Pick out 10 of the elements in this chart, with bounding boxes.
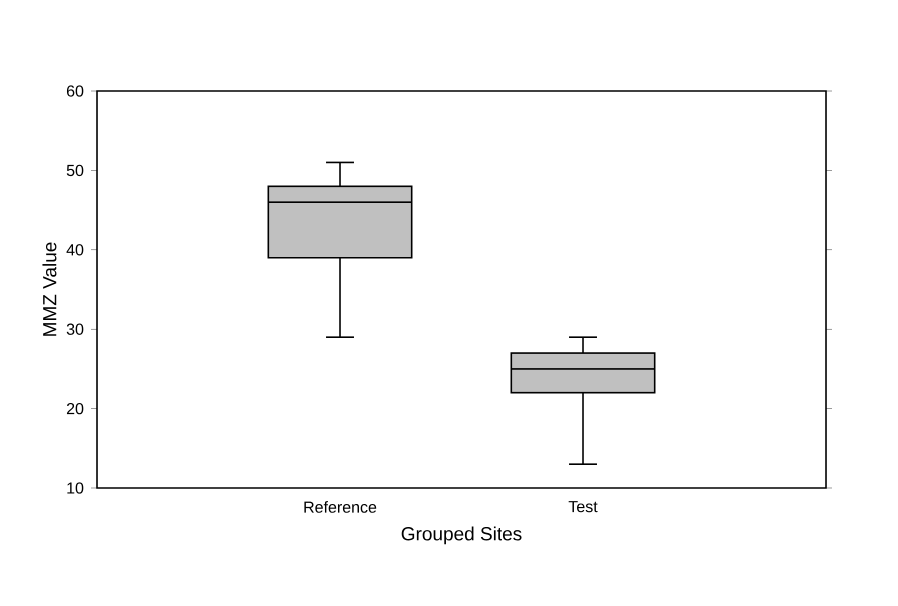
y-axis-title: MMZ Value bbox=[42, 242, 56, 336]
x-tick-label: Test bbox=[568, 501, 598, 512]
x-tick-label: Reference bbox=[304, 501, 376, 513]
x-axis-title: Grouped Sites bbox=[402, 526, 522, 544]
y-tick-label: 10 bbox=[67, 482, 84, 494]
y-tick-label: 30 bbox=[66, 324, 84, 335]
y-tick-label: 40 bbox=[66, 244, 84, 256]
y-tick-label: 50 bbox=[66, 164, 84, 176]
y-tick-label: 20 bbox=[66, 402, 84, 414]
y-tick-label: 60 bbox=[66, 85, 84, 97]
